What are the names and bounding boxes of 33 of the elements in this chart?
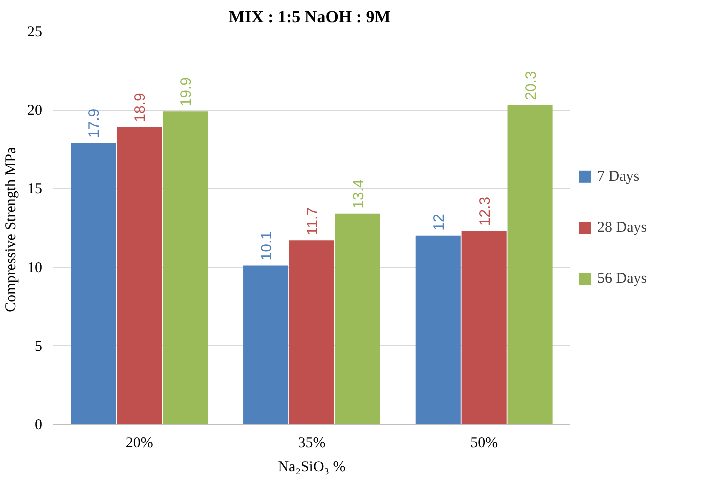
data-label: 13.4 [350, 180, 368, 209]
data-label: 12.3 [476, 196, 494, 226]
y-tick-label: 25 [28, 24, 42, 40]
y-tick-label: 10 [28, 260, 42, 276]
legend-label: 7 Days [598, 168, 640, 185]
data-label: 10.1 [258, 232, 276, 261]
y-tick-label: 0 [35, 418, 42, 434]
legend-label: 56 Days [598, 271, 648, 288]
bar [416, 236, 461, 424]
bar [163, 112, 208, 424]
data-label: 11.7 [304, 207, 322, 236]
x-tick-label: 50% [470, 436, 498, 452]
bar [71, 143, 116, 424]
x-axis-title: Na₂SiO₃ % [278, 460, 346, 476]
x-tick-label: 20% [126, 436, 154, 452]
data-label: 19.9 [178, 77, 196, 107]
bar [244, 266, 289, 424]
bar [289, 240, 335, 424]
data-label: 12 [430, 214, 448, 231]
y-axis-title: Compressive Strength MPa [4, 147, 20, 312]
y-tick-label: 15 [28, 182, 42, 198]
x-tick-label: 35% [298, 436, 326, 452]
chart-title: MIX : 1:5 NaOH : 9M [228, 8, 391, 26]
y-tick-label: 5 [35, 338, 42, 355]
bar [462, 231, 507, 424]
data-label: 18.9 [132, 93, 150, 122]
bar [335, 214, 380, 424]
y-tick-label: 20 [28, 103, 42, 120]
data-label: 20.3 [522, 71, 540, 100]
bar [117, 127, 162, 424]
legend-label: 28 Days [598, 220, 648, 236]
data-label: 17.9 [86, 108, 104, 138]
bar [508, 105, 553, 424]
